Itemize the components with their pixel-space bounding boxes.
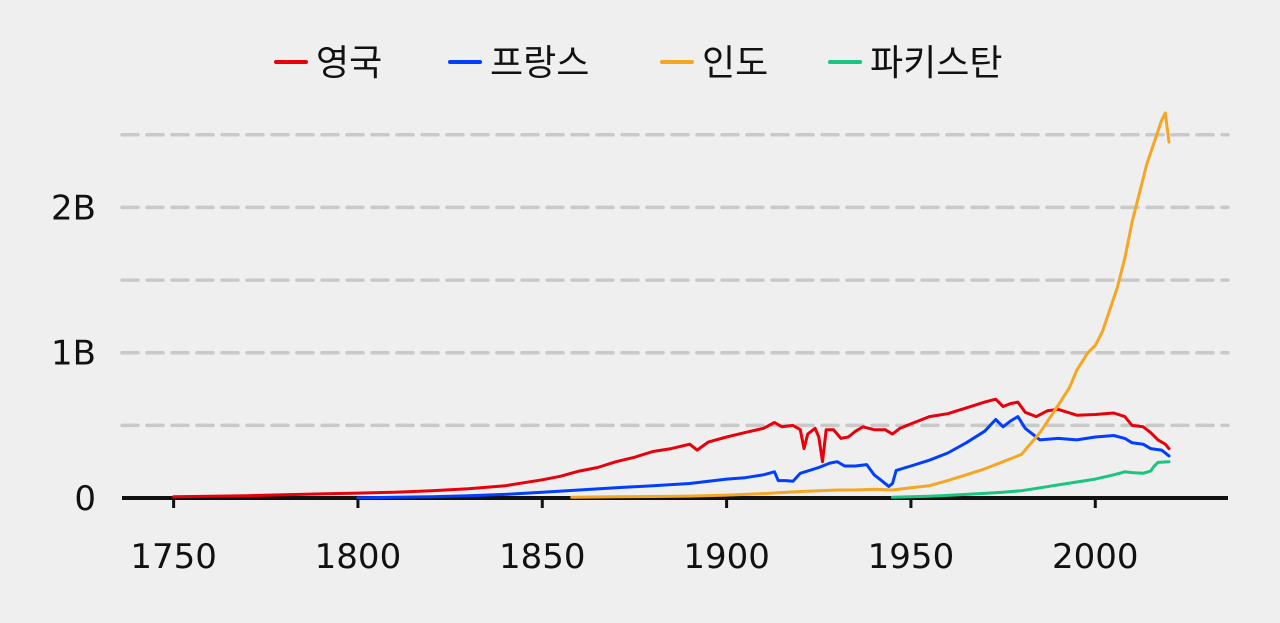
x-tick-label: 2000 xyxy=(1052,537,1139,577)
x-tick-label: 1900 xyxy=(683,537,770,577)
series-line-3 xyxy=(891,460,1171,499)
gridlines xyxy=(120,133,1230,428)
series-line-1 xyxy=(356,415,1171,500)
legend-label-0: 영국 xyxy=(316,43,382,84)
legend-label-3: 파키스탄 xyxy=(870,43,1002,84)
legend-label-2: 인도 xyxy=(702,43,768,84)
x-tick-label: 1750 xyxy=(130,537,217,577)
x-tick-label: 1950 xyxy=(868,537,955,577)
x-tick-label: 1800 xyxy=(315,537,402,577)
y-axis: 0 1B 2B xyxy=(51,188,96,519)
y-tick-label: 0 xyxy=(74,479,96,519)
legend: 영국 프랑스 인도 파키스탄 xyxy=(274,43,1002,84)
y-tick-label: 2B xyxy=(51,188,96,228)
series-layer xyxy=(172,111,1171,500)
y-tick-label: 1B xyxy=(51,334,96,374)
legend-label-1: 프랑스 xyxy=(490,43,589,84)
series-line-2 xyxy=(570,111,1171,499)
x-tick-label: 1850 xyxy=(499,537,586,577)
x-axis: 1750 1800 1850 1900 1950 2000 xyxy=(122,496,1228,577)
series-line-0 xyxy=(172,397,1171,499)
